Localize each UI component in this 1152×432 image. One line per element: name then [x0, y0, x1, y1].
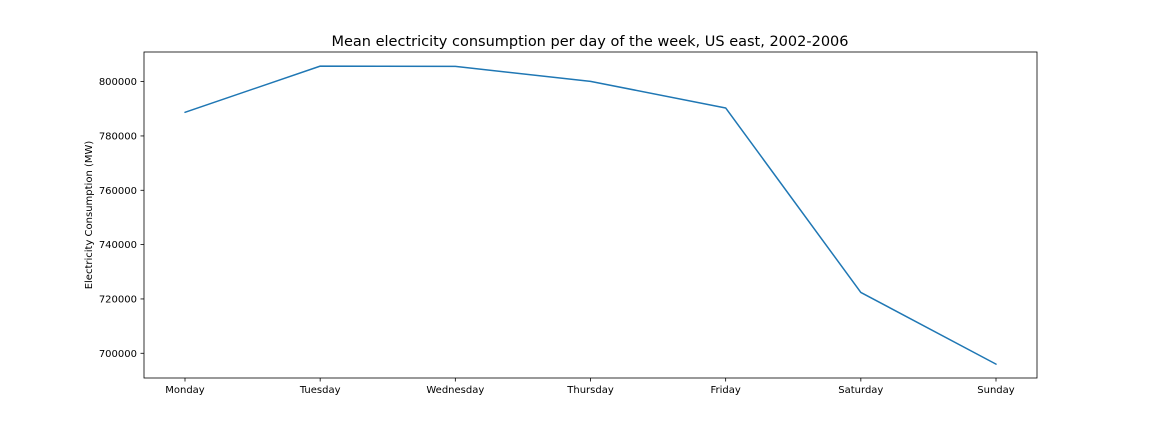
plot-area: Monday Tuesday Wednesday Thursday Friday Satu… — [99, 51, 1038, 396]
y-tick-label: 700000 — [99, 349, 137, 360]
y-tick-label: 760000 — [99, 186, 137, 197]
x-tick-label: Wednesday — [426, 385, 484, 396]
x-tick-label: Saturday — [838, 385, 883, 396]
y-tick-label: 800000 — [99, 77, 137, 88]
y-tick-label: 740000 — [99, 240, 137, 251]
x-tick-label: Monday — [165, 385, 205, 396]
chart-title: Mean electricity consumption per day of … — [331, 34, 848, 50]
x-tick-label: Friday — [711, 385, 741, 396]
plot-frame — [143, 51, 1038, 379]
series-line — [184, 65, 997, 365]
y-tick-label: 780000 — [99, 131, 137, 142]
x-tick-label: Thursday — [566, 385, 614, 396]
y-tick-label: 720000 — [99, 294, 137, 305]
x-tick-label: Sunday — [977, 385, 1014, 396]
x-tick-label: Tuesday — [299, 385, 341, 396]
y-axis-label: Electricity Consumption (MW) — [84, 141, 95, 290]
